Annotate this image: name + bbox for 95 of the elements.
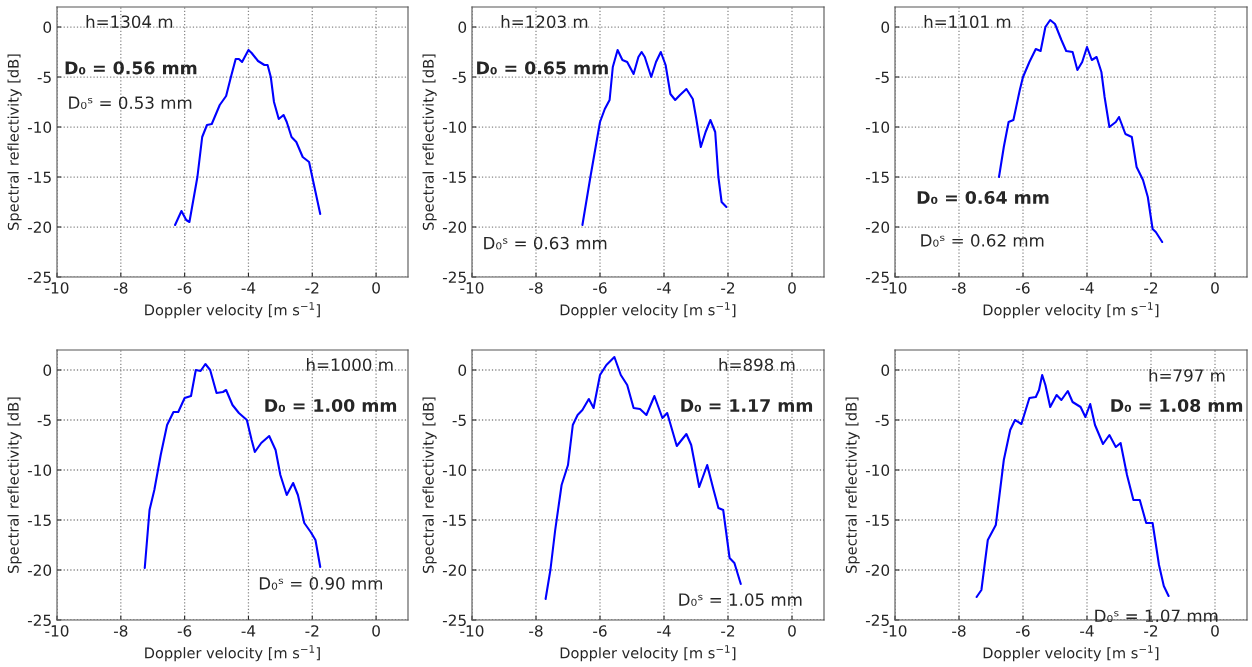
x-tick-label: -2	[305, 282, 319, 294]
x-tick-label: -4	[1080, 282, 1094, 294]
x-tick-label: -8	[113, 625, 128, 637]
y-tick-label: -10	[442, 464, 467, 477]
x-tick-label: -2	[1144, 625, 1158, 637]
x-tick-label: 0	[1211, 625, 1219, 637]
annotation: D₀ˢ = 0.62 mm	[921, 234, 1044, 247]
y-tick-label: -25	[442, 614, 466, 627]
x-tick-label: -2	[1144, 282, 1158, 294]
y-tick-label: -10	[27, 464, 52, 477]
x-tick-label: -8	[952, 282, 966, 294]
x-tick-label: -2	[305, 625, 319, 637]
y-axis-title: Spectral reflectivity [dB]	[7, 54, 22, 230]
y-tick-label: -20	[865, 564, 890, 577]
y-tick-label: -15	[865, 514, 889, 527]
annotation: h=1304 m	[86, 15, 173, 28]
annotation: D₀ = 0.65 mm	[477, 61, 608, 75]
y-tick-label: -20	[865, 221, 890, 234]
y-tick-label: 0	[458, 21, 467, 34]
y-tick-label: -25	[27, 614, 51, 627]
x-axis-title: Doppler velocity [m s$^{−1}$]	[560, 302, 736, 319]
y-tick-label: 0	[458, 364, 467, 377]
x-axis-title: Doppler velocity [m s$^{−1}$]	[560, 645, 736, 662]
y-tick-label: -20	[27, 221, 52, 234]
x-tick-label: -6	[177, 282, 192, 294]
x-tick-label: -4	[657, 625, 671, 637]
annotation: h=797 m	[1149, 368, 1225, 382]
annotation: D₀ = 1.17 mm	[681, 399, 813, 412]
x-tick-label: -6	[1016, 282, 1030, 294]
annotation: h=1101 m	[924, 15, 1011, 28]
x-tick-label: -4	[1080, 625, 1094, 637]
y-tick-label: -10	[442, 121, 467, 134]
y-tick-label: -10	[27, 121, 52, 134]
y-tick-label: -15	[27, 514, 51, 527]
y-tick-label: -10	[865, 464, 890, 477]
y-tick-label: -5	[37, 414, 51, 427]
y-tick-label: 0	[881, 21, 890, 34]
x-tick-label: -8	[113, 282, 128, 294]
y-tick-label: 0	[43, 21, 52, 34]
annotation: D₀ = 0.64 mm	[917, 190, 1049, 205]
y-tick-label: -5	[875, 414, 889, 427]
y-tick-label: -25	[442, 271, 466, 284]
x-tick-label: 0	[1211, 282, 1219, 294]
y-tick-label: -15	[442, 514, 466, 527]
x-tick-label: -2	[721, 625, 735, 637]
annotation: D₀ = 1.08 mm	[1111, 398, 1243, 413]
x-tick-label: -8	[529, 625, 543, 637]
x-tick-label: -4	[657, 282, 671, 294]
annotation: D₀ = 1.00 mm	[265, 398, 397, 413]
y-axis-title: Spectral reflectivity [dB]	[845, 397, 860, 573]
y-tick-label: -25	[865, 271, 889, 284]
x-tick-label: 0	[788, 625, 796, 637]
x-axis-title: Doppler velocity [m s$^{−1}$]	[983, 302, 1159, 319]
y-tick-label: -25	[865, 614, 889, 627]
y-tick-label: -5	[37, 71, 51, 84]
annotation: D₀ˢ = 0.63 mm	[484, 236, 607, 250]
y-tick-label: -20	[442, 564, 467, 577]
x-tick-label: 0	[372, 625, 380, 637]
y-tick-label: -10	[865, 121, 890, 134]
y-axis-title: Spectral reflectivity [dB]	[422, 397, 437, 573]
y-tick-label: -15	[865, 171, 889, 184]
x-tick-label: 0	[788, 282, 796, 294]
x-tick-label: 0	[372, 282, 380, 294]
x-tick-label: -4	[241, 625, 256, 637]
y-tick-label: -25	[27, 271, 51, 284]
y-tick-label: -5	[875, 71, 889, 84]
x-tick-label: -2	[721, 282, 735, 294]
annotation: h=1000 m	[307, 358, 393, 371]
y-axis-title: Spectral reflectivity [dB]	[7, 397, 22, 573]
x-tick-label: -6	[593, 625, 607, 637]
y-tick-label: -5	[452, 71, 466, 84]
x-tick-label: -6	[593, 282, 607, 294]
x-tick-label: -6	[177, 625, 192, 637]
x-axis-title: Doppler velocity [m s$^{−1}$]	[983, 645, 1159, 662]
annotation: D₀ = 0.56 mm	[65, 61, 197, 75]
x-tick-label: -8	[529, 282, 543, 294]
y-tick-label: -15	[27, 171, 51, 184]
annotation: D₀ˢ = 0.90 mm	[259, 577, 383, 590]
annotation: D₀ˢ = 1.07 mm	[1095, 609, 1218, 623]
x-axis-title: Doppler velocity [m s$^{−1}$]	[145, 302, 320, 319]
y-tick-label: -5	[452, 414, 466, 427]
x-tick-label: -8	[952, 625, 966, 637]
y-tick-label: -20	[442, 221, 467, 234]
y-tick-label: -20	[27, 564, 52, 577]
x-axis-title: Doppler velocity [m s$^{−1}$]	[145, 645, 320, 662]
x-tick-label: -6	[1016, 625, 1030, 637]
annotation: D₀ˢ = 1.05 mm	[679, 593, 802, 606]
y-axis-title: Spectral reflectivity [dB]	[422, 54, 437, 230]
x-tick-label: -4	[241, 282, 256, 294]
annotation: D₀ˢ = 0.53 mm	[69, 96, 192, 109]
y-tick-label: 0	[43, 364, 52, 377]
annotation: h=1203 m	[501, 15, 588, 28]
y-tick-label: 0	[881, 364, 890, 377]
y-tick-label: -15	[442, 171, 466, 184]
annotation: h=898 m	[719, 358, 795, 371]
